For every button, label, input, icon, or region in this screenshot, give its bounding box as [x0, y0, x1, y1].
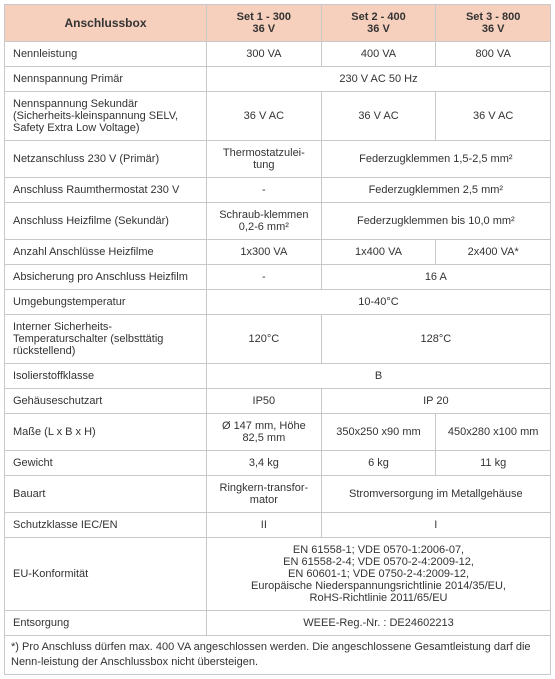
- row-value: B: [207, 364, 551, 389]
- row-label: Schutzklasse IEC/EN: [5, 513, 207, 538]
- row-value: Federzugklemmen bis 10,0 mm²: [321, 203, 550, 240]
- header-col-1: Set 1 - 300 36 V: [207, 5, 322, 42]
- table-row: Absicherung pro Anschluss Heizfilm-16 A: [5, 265, 551, 290]
- row-value: 800 VA: [436, 42, 551, 67]
- row-value: 2x400 VA*: [436, 240, 551, 265]
- table-row: Anschluss Heizfilme (Sekundär)Schraub-kl…: [5, 203, 551, 240]
- row-label: EU-Konformität: [5, 538, 207, 611]
- row-label: Nennspannung Primär: [5, 67, 207, 92]
- row-value: 230 V AC 50 Hz: [207, 67, 551, 92]
- row-value: Federzugklemmen 1,5-2,5 mm²: [321, 141, 550, 178]
- row-value: IP50: [207, 389, 322, 414]
- header-title: Anschlussbox: [5, 5, 207, 42]
- table-row: Schutzklasse IEC/ENIII: [5, 513, 551, 538]
- row-label: Absicherung pro Anschluss Heizfilm: [5, 265, 207, 290]
- row-label: Gehäuseschutzart: [5, 389, 207, 414]
- row-label: Anschluss Raumthermostat 230 V: [5, 178, 207, 203]
- row-value: 36 V AC: [321, 92, 436, 141]
- row-value: 128°C: [321, 315, 550, 364]
- table-row: Umgebungstemperatur10-40°C: [5, 290, 551, 315]
- row-value: 36 V AC: [436, 92, 551, 141]
- footnote: *) Pro Anschluss dürfen max. 400 VA ange…: [4, 636, 551, 675]
- row-value: Ø 147 mm, Höhe 82,5 mm: [207, 414, 322, 451]
- row-value: 16 A: [321, 265, 550, 290]
- table-row: Nennspannung Primär230 V AC 50 Hz: [5, 67, 551, 92]
- table-row: Nennspannung Sekundär (Sicherheits-klein…: [5, 92, 551, 141]
- table-header: Anschlussbox Set 1 - 300 36 V Set 2 - 40…: [5, 5, 551, 42]
- row-label: Anschluss Heizfilme (Sekundär): [5, 203, 207, 240]
- row-value: I: [321, 513, 550, 538]
- row-value: Stromversorgung im Metallgehäuse: [321, 476, 550, 513]
- row-value: Ringkern-transfor-mator: [207, 476, 322, 513]
- row-label: Interner Sicherheits-Temperaturschalter …: [5, 315, 207, 364]
- header-col-2-line2: 36 V: [328, 23, 430, 35]
- table-row: Anzahl Anschlüsse Heizfilme1x300 VA1x400…: [5, 240, 551, 265]
- row-value: -: [207, 265, 322, 290]
- row-value: 400 VA: [321, 42, 436, 67]
- table-row: BauartRingkern-transfor-matorStromversor…: [5, 476, 551, 513]
- row-label: Umgebungstemperatur: [5, 290, 207, 315]
- table-row: EU-KonformitätEN 61558-1; VDE 0570-1:200…: [5, 538, 551, 611]
- row-label: Anzahl Anschlüsse Heizfilme: [5, 240, 207, 265]
- row-label: Entsorgung: [5, 611, 207, 636]
- row-value: Thermostatzulei-tung: [207, 141, 322, 178]
- row-label: Bauart: [5, 476, 207, 513]
- row-value: 350x250 x90 mm: [321, 414, 436, 451]
- row-value: 1x400 VA: [321, 240, 436, 265]
- header-col-1-line2: 36 V: [213, 23, 315, 35]
- row-value: 10-40°C: [207, 290, 551, 315]
- row-value: Schraub-klemmen 0,2-6 mm²: [207, 203, 322, 240]
- table-row: Anschluss Raumthermostat 230 V-Federzugk…: [5, 178, 551, 203]
- row-value: 1x300 VA: [207, 240, 322, 265]
- header-col-3-line1: Set 3 - 800: [442, 11, 544, 23]
- row-value: 11 kg: [436, 451, 551, 476]
- row-value: 36 V AC: [207, 92, 322, 141]
- row-value: -: [207, 178, 322, 203]
- row-value: WEEE-Reg.-Nr. : DE24602213: [207, 611, 551, 636]
- table-row: Netzanschluss 230 V (Primär)Thermostatzu…: [5, 141, 551, 178]
- row-value: 120°C: [207, 315, 322, 364]
- row-label: Netzanschluss 230 V (Primär): [5, 141, 207, 178]
- row-value: 6 kg: [321, 451, 436, 476]
- header-col-1-line1: Set 1 - 300: [213, 11, 315, 23]
- header-col-2-line1: Set 2 - 400: [328, 11, 430, 23]
- row-value: Federzugklemmen 2,5 mm²: [321, 178, 550, 203]
- table-row: Gewicht3,4 kg6 kg11 kg: [5, 451, 551, 476]
- row-label: Gewicht: [5, 451, 207, 476]
- header-col-2: Set 2 - 400 36 V: [321, 5, 436, 42]
- table-row: GehäuseschutzartIP50IP 20: [5, 389, 551, 414]
- table-row: Interner Sicherheits-Temperaturschalter …: [5, 315, 551, 364]
- row-value: EN 61558-1; VDE 0570-1:2006-07,EN 61558-…: [207, 538, 551, 611]
- row-value: 450x280 x100 mm: [436, 414, 551, 451]
- row-value: 3,4 kg: [207, 451, 322, 476]
- row-label: Nennleistung: [5, 42, 207, 67]
- row-value: II: [207, 513, 322, 538]
- row-label: Isolierstoffklasse: [5, 364, 207, 389]
- table-row: EntsorgungWEEE-Reg.-Nr. : DE24602213: [5, 611, 551, 636]
- row-value: 300 VA: [207, 42, 322, 67]
- row-label: Maße (L x B x H): [5, 414, 207, 451]
- table-row: IsolierstoffklasseB: [5, 364, 551, 389]
- spec-table: Anschlussbox Set 1 - 300 36 V Set 2 - 40…: [4, 4, 551, 636]
- row-value: IP 20: [321, 389, 550, 414]
- header-col-3-line2: 36 V: [442, 23, 544, 35]
- row-label: Nennspannung Sekundär (Sicherheits-klein…: [5, 92, 207, 141]
- header-col-3: Set 3 - 800 36 V: [436, 5, 551, 42]
- table-row: Maße (L x B x H)Ø 147 mm, Höhe 82,5 mm35…: [5, 414, 551, 451]
- table-row: Nennleistung300 VA400 VA800 VA: [5, 42, 551, 67]
- table-body: Nennleistung300 VA400 VA800 VANennspannu…: [5, 42, 551, 636]
